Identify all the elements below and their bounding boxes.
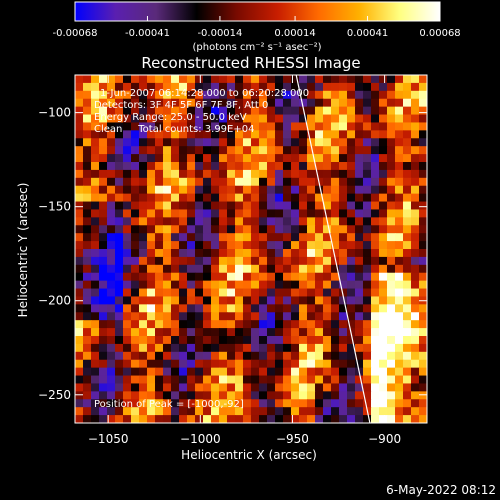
y-tick-label: −150 [38,200,71,214]
colorbar-tick-label: -0.00014 [197,28,242,39]
annotation-detectors: Detectors: 3F 4F 5F 6F 7F 8F, Att 0 [94,100,268,111]
colorbar-tick-label: 0.00014 [274,28,315,39]
x-axis-label: Heliocentric X (arcsec) [181,448,317,462]
colorbar-unit-label: (photons cm⁻² s⁻¹ asec⁻²) [192,42,321,53]
colorbar-tick-label: -0.00068 [53,28,98,39]
y-axis: −100 −150 −200 −250 [38,106,427,402]
annotation-time-range: 1-Jun-2007 06:14:28.000 to 06:20:28.000 [100,88,309,99]
peak-position-text: Position of Peak = [-1000,-92] [94,399,244,410]
y-tick-label: −100 [38,106,71,120]
y-tick-label: −250 [38,388,71,402]
solar-limb-curve [295,75,371,423]
plot-frame [74,74,428,424]
y-axis-label: Heliocentric Y (arcsec) [16,183,30,318]
x-tick-label: −950 [276,432,309,446]
annotation-clean-counts: Clean Total counts: 3.99E+04 [94,124,254,135]
x-tick-label: −1050 [88,432,129,446]
x-tick-label: −900 [368,432,401,446]
footer-date: 6-May-2022 08:12 [386,483,496,497]
x-tick-label: −1000 [180,432,221,446]
colorbar [74,1,441,22]
colorbar-ticks: -0.00068 -0.00041 -0.00014 0.00014 0.00041 0.… [53,16,461,39]
annotation-block: 1-Jun-2007 06:14:28.000 to 06:20:28.000 … [94,88,309,135]
colorbar-tick-label: 0.00068 [419,28,460,39]
heatmap-image [75,75,427,423]
colorbar-tick-label: -0.00041 [125,28,170,39]
colorbar-tick-label: 0.00041 [347,28,388,39]
y-tick-label: −200 [38,294,71,308]
annotation-energy-range: Energy Range: 25.0 - 50.0 keV [94,112,247,123]
chart-title: Reconstructed RHESSI Image [141,54,360,72]
x-axis: −1050 −1000 −950 −900 [88,75,401,446]
